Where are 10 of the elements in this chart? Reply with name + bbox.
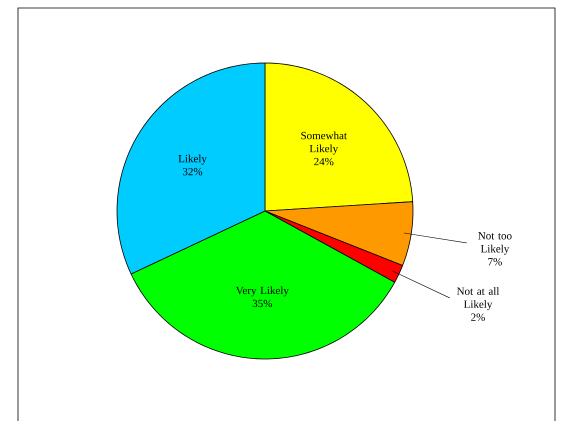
data-label: 32% — [182, 168, 202, 176]
slice-label: Somewhat Likely — [301, 131, 347, 154]
data-label: 35% — [252, 300, 272, 307]
slice-label: Very Likely — [236, 286, 289, 296]
data-label: 7% — [488, 258, 502, 266]
data-label: 24% — [314, 158, 334, 166]
slice-label: Not at all Likely — [456, 286, 500, 310]
data-label: 2% — [471, 313, 485, 321]
slice-label: Likely — [178, 154, 207, 164]
slice-label: Not too Likely — [478, 232, 512, 255]
